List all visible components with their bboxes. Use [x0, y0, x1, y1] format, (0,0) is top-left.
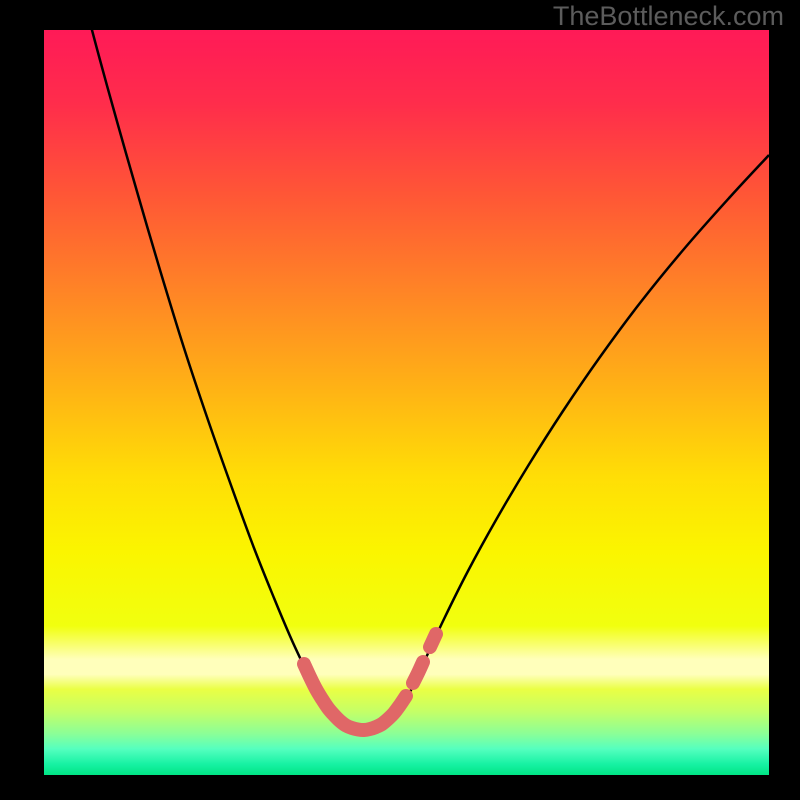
highlight-segment-2	[430, 634, 436, 647]
frame-left	[0, 0, 44, 800]
frame-bottom	[0, 775, 800, 800]
frame-right	[769, 0, 800, 800]
highlight-segment-1	[413, 662, 423, 683]
watermark-text: TheBottleneck.com	[553, 1, 784, 32]
chart-background	[44, 30, 769, 775]
